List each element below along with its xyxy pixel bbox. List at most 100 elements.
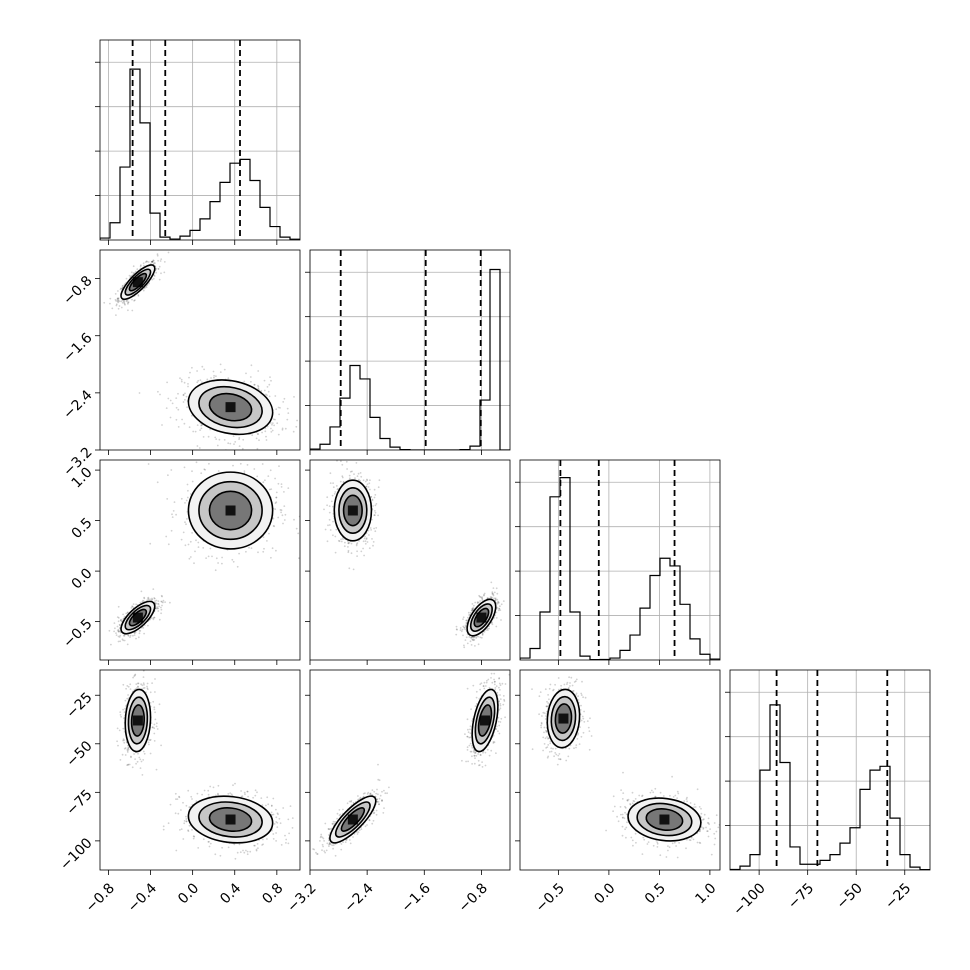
sample-point (151, 260, 154, 263)
sample-point (172, 510, 175, 512)
sample-point (130, 755, 132, 758)
sample-point (149, 738, 152, 741)
sample-point (180, 497, 183, 500)
sample-point (142, 627, 145, 629)
sample-point (209, 842, 212, 845)
sample-point (358, 540, 360, 542)
sample-point (157, 610, 160, 612)
sample-point (364, 480, 367, 483)
sample-point (137, 685, 139, 688)
sample-point (277, 482, 280, 485)
sample-point (266, 386, 269, 388)
sample-point (481, 633, 484, 636)
sample-point (155, 725, 158, 728)
sample-point (169, 399, 172, 402)
sample-point (117, 617, 120, 619)
sample-point (326, 540, 329, 543)
sample-point (146, 682, 149, 685)
sample-point (463, 646, 466, 649)
sample-point (289, 805, 292, 807)
sample-point (246, 790, 249, 793)
sample-point (133, 753, 136, 755)
density-peak-cell (225, 402, 236, 413)
sample-point (117, 620, 120, 623)
sample-point (182, 393, 185, 396)
sample-point (217, 784, 220, 787)
sample-point (272, 797, 275, 800)
sample-point (337, 488, 339, 490)
sample-point (157, 267, 160, 270)
sample-point (334, 551, 337, 554)
sample-point (284, 427, 287, 430)
sample-point (117, 300, 119, 303)
sample-point (493, 597, 495, 600)
sample-point (371, 499, 374, 502)
histogram-bars (100, 68, 300, 240)
sample-point (326, 504, 328, 507)
sample-point (464, 625, 467, 628)
sample-point (171, 402, 174, 405)
sample-point (177, 426, 180, 428)
sample-point (277, 813, 279, 816)
sample-point (465, 621, 468, 624)
sample-point (157, 607, 159, 610)
sample-point (234, 441, 237, 443)
sample-point (149, 542, 152, 545)
sample-point (219, 363, 222, 366)
sample-point (285, 842, 287, 844)
sample-point (147, 597, 150, 600)
sample-point (117, 290, 119, 292)
sample-point (160, 608, 163, 611)
sample-point (197, 847, 200, 849)
sample-point (211, 555, 213, 558)
sample-point (349, 477, 351, 480)
sample-point (126, 749, 129, 752)
sample-point (170, 469, 173, 471)
sample-point (128, 274, 131, 277)
sample-point (132, 272, 135, 274)
sample-point (198, 447, 201, 449)
sample-point (329, 529, 332, 531)
sample-point (123, 300, 125, 303)
sample-point (200, 424, 203, 427)
panel-frame (99, 39, 301, 241)
sample-point (469, 640, 472, 643)
sample-point (490, 581, 493, 584)
sample-point (365, 537, 368, 540)
sample-point (187, 789, 190, 792)
panel-frame (99, 249, 301, 451)
sample-point (117, 630, 120, 633)
sample-point (233, 443, 235, 445)
sample-point (238, 445, 241, 447)
sample-point (323, 508, 325, 511)
sample-point (249, 376, 252, 378)
sample-point (117, 307, 120, 310)
sample-point (103, 301, 106, 304)
sample-point (161, 604, 163, 607)
sample-point (255, 437, 258, 440)
sample-point (275, 816, 278, 819)
sample-point (348, 474, 351, 477)
sample-point (378, 479, 381, 482)
sample-point (273, 823, 276, 825)
sample-point (180, 378, 183, 381)
sample-point (261, 463, 264, 465)
sample-point (192, 835, 195, 838)
sample-point (114, 293, 117, 295)
sample-point (134, 758, 137, 760)
sample-point (274, 508, 277, 511)
sample-point (121, 301, 124, 304)
sample-point (158, 605, 161, 608)
sample-point (268, 532, 270, 535)
sample-point (133, 299, 136, 302)
sample-point (118, 300, 121, 303)
sample-point (121, 638, 124, 641)
sample-point (483, 631, 486, 633)
sample-point (270, 379, 272, 382)
sample-point (142, 262, 145, 265)
sample-point (157, 390, 159, 393)
contour-line (120, 600, 156, 635)
sample-point (147, 741, 150, 744)
sample-point (132, 265, 135, 268)
sample-point (266, 838, 268, 840)
